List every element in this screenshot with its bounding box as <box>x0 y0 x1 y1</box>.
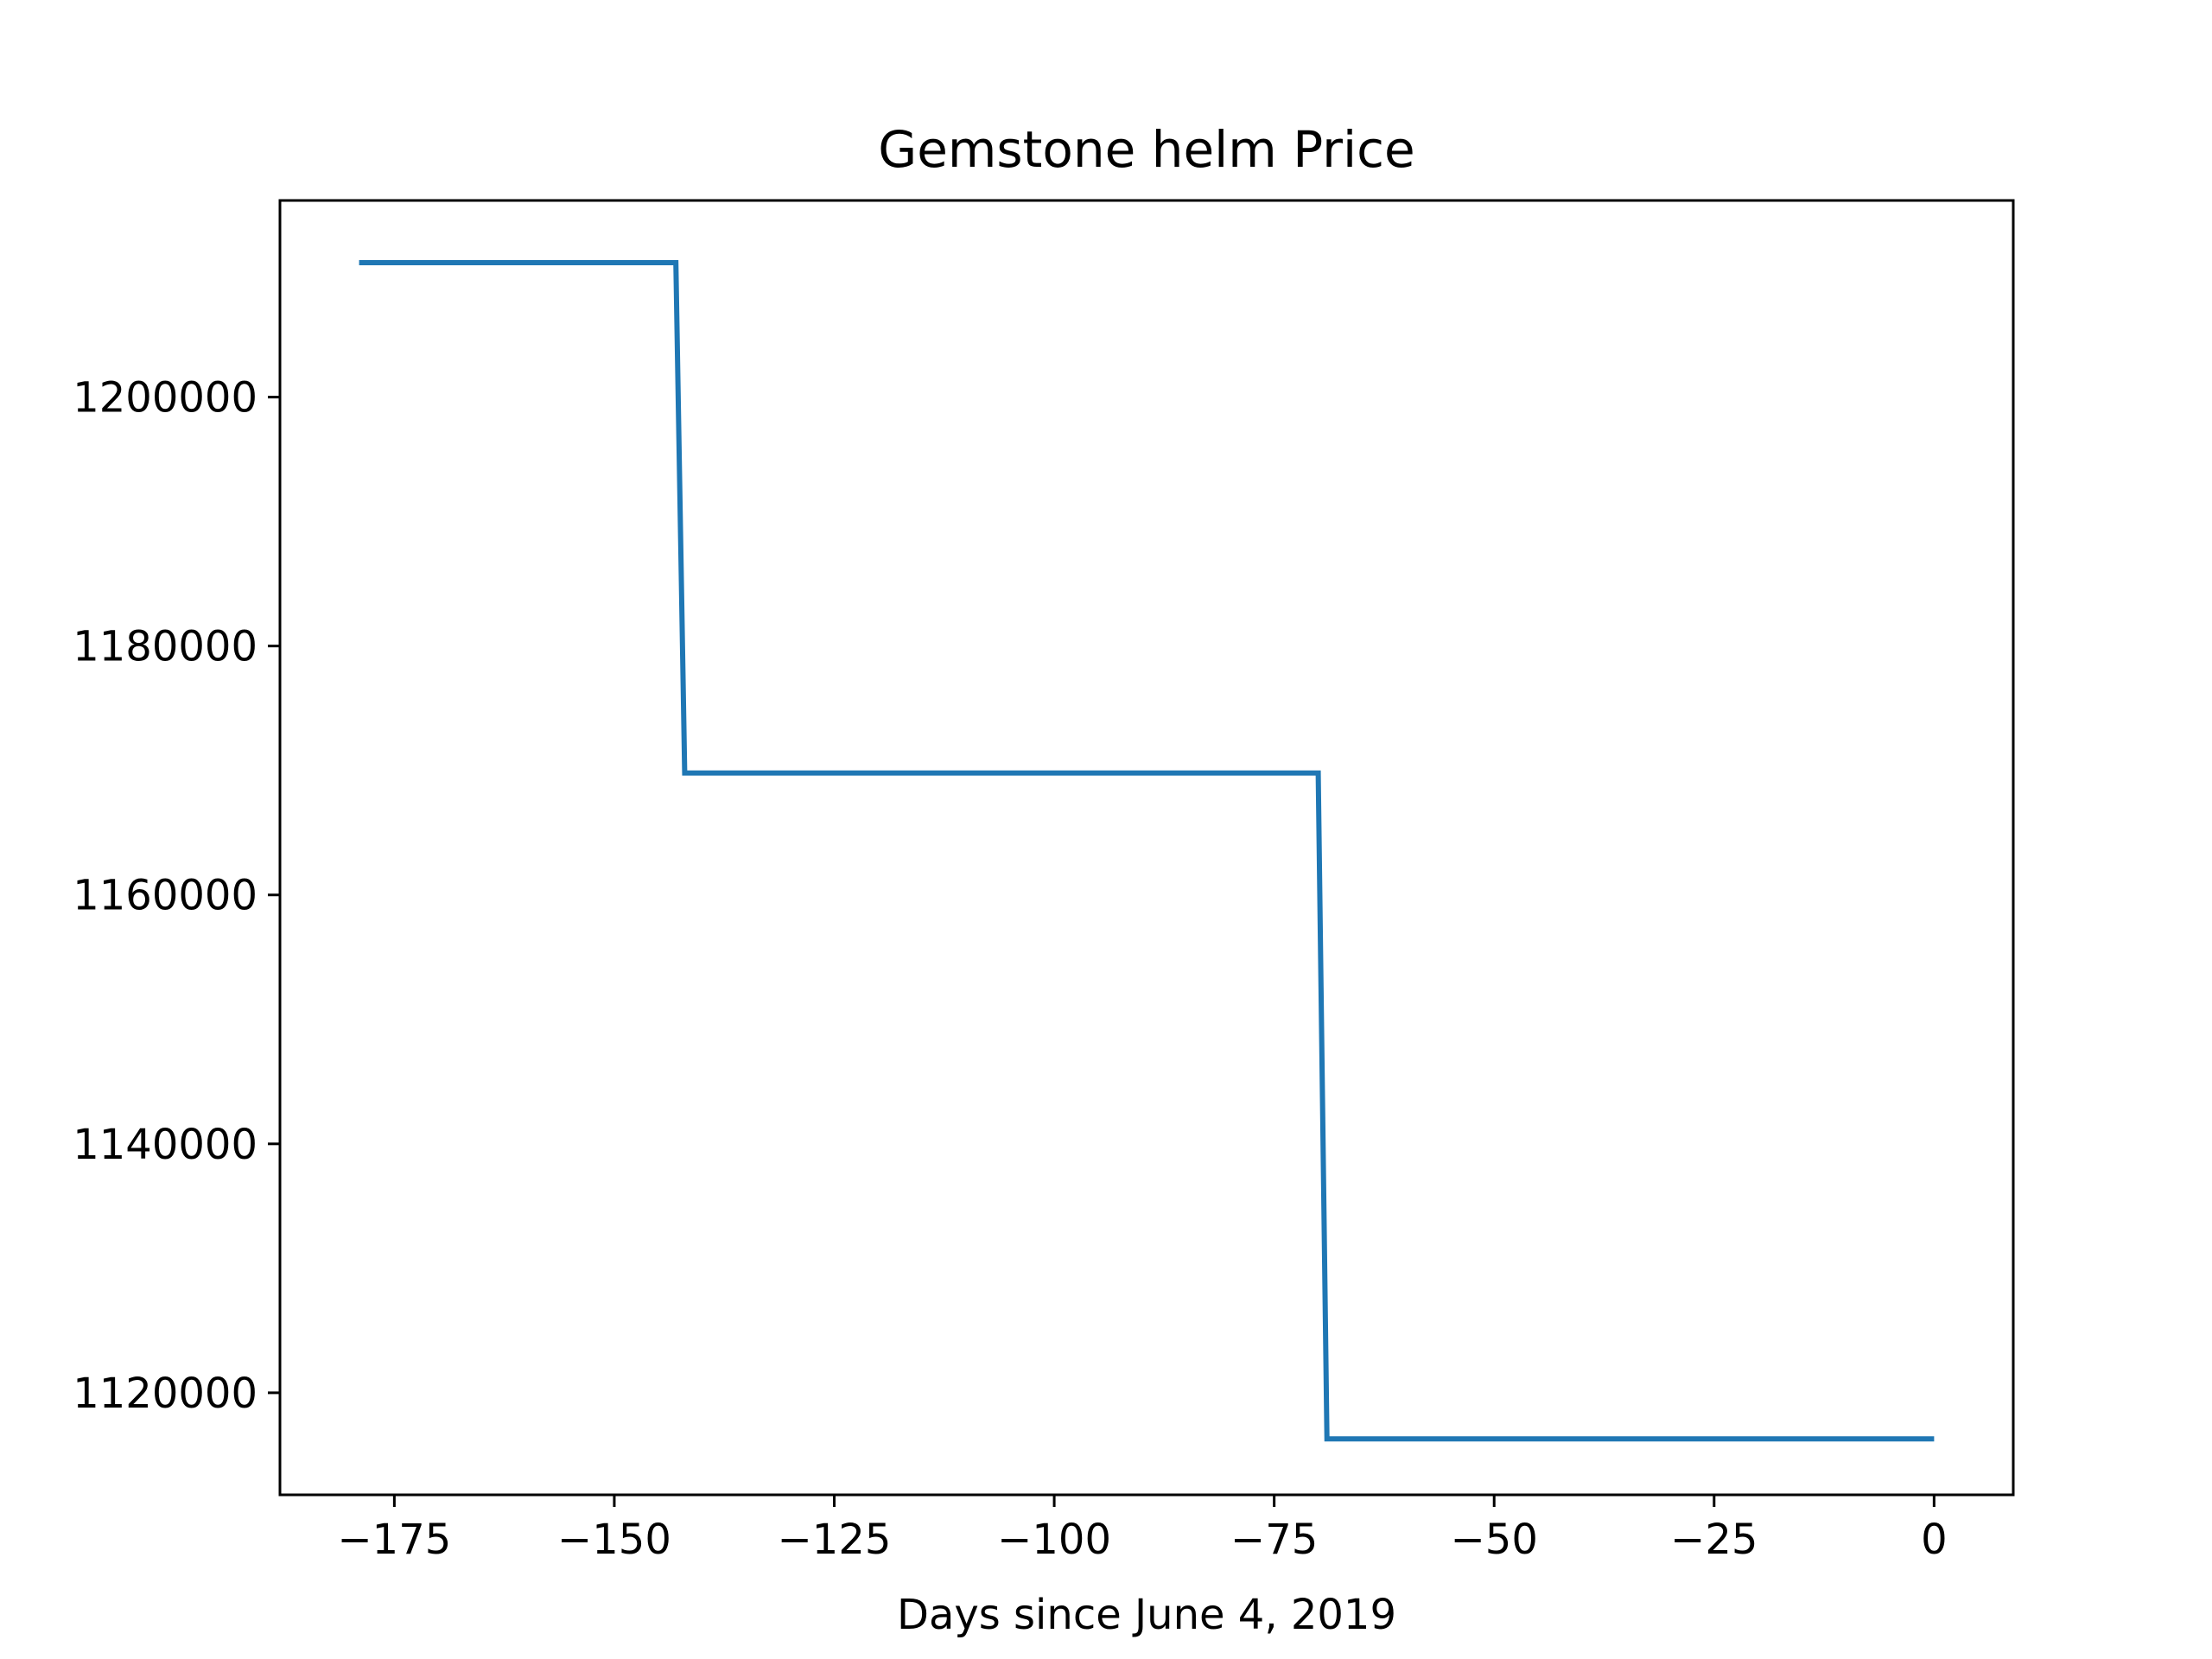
y-tick-label: 1180000 <box>73 623 257 671</box>
chart-title: Gemstone helm Price <box>878 120 1414 179</box>
x-axis: −175 −150 −125 −100 −75 −50 −25 0 <box>337 1495 1948 1564</box>
x-tick-label: −25 <box>1670 1516 1758 1564</box>
x-tick-label: −75 <box>1230 1516 1318 1564</box>
y-axis: 1120000 1140000 1160000 1180000 1200000 <box>73 374 280 1418</box>
x-axis-label: Days since June 4, 2019 <box>897 1591 1396 1639</box>
y-tick-label: 1160000 <box>73 872 257 920</box>
x-tick-label: −125 <box>778 1516 892 1564</box>
y-tick-label: 1140000 <box>73 1121 257 1169</box>
x-tick-label: −100 <box>997 1516 1111 1564</box>
x-tick-label: −150 <box>557 1516 671 1564</box>
x-tick-label: −50 <box>1451 1516 1538 1564</box>
y-tick-label: 1200000 <box>73 374 257 423</box>
plot-area <box>359 260 1935 1442</box>
plot-frame <box>278 199 2015 1497</box>
x-tick-label: 0 <box>1921 1516 1948 1564</box>
series-line <box>359 260 1935 1442</box>
y-tick-label: 1120000 <box>73 1370 257 1418</box>
x-tick-label: −175 <box>337 1516 451 1564</box>
